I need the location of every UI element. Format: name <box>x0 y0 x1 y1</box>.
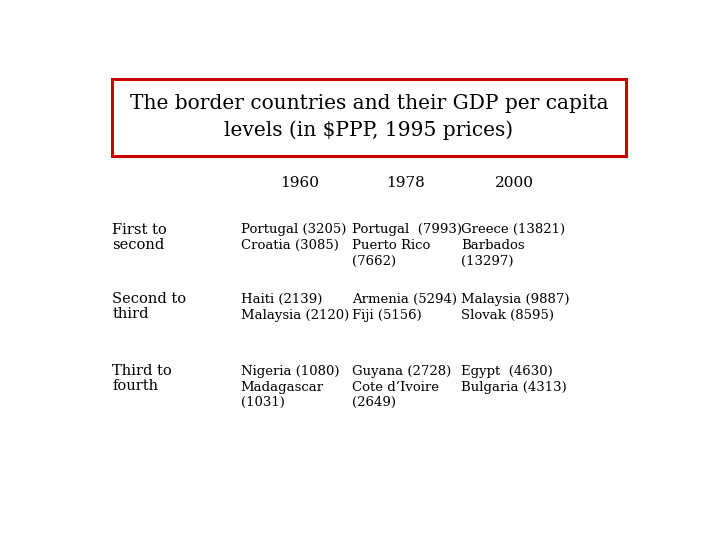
Text: Guyana (2728): Guyana (2728) <box>352 364 451 378</box>
Text: Haiti (2139): Haiti (2139) <box>240 293 322 306</box>
Text: Egypt  (4630): Egypt (4630) <box>461 364 553 378</box>
Text: third: third <box>112 307 149 321</box>
Text: Bulgaria (4313): Bulgaria (4313) <box>461 381 567 394</box>
Text: (2649): (2649) <box>352 396 396 409</box>
Text: 1978: 1978 <box>386 176 425 190</box>
Text: Puerto Rico: Puerto Rico <box>352 239 431 252</box>
FancyBboxPatch shape <box>112 79 626 156</box>
Text: second: second <box>112 238 165 252</box>
Text: 1960: 1960 <box>280 176 319 190</box>
Text: Nigeria (1080): Nigeria (1080) <box>240 364 339 378</box>
Text: fourth: fourth <box>112 379 158 393</box>
Text: Madagascar: Madagascar <box>240 381 324 394</box>
Text: (13297): (13297) <box>461 255 513 268</box>
Text: Croatia (3085): Croatia (3085) <box>240 239 338 252</box>
Text: The border countries and their GDP per capita
levels (in $PPP, 1995 prices): The border countries and their GDP per c… <box>130 93 608 140</box>
Text: First to: First to <box>112 223 167 237</box>
Text: Malaysia (2120): Malaysia (2120) <box>240 309 349 322</box>
Text: 2000: 2000 <box>495 176 534 190</box>
Text: Third to: Third to <box>112 364 172 378</box>
Text: Greece (13821): Greece (13821) <box>461 224 565 237</box>
Text: Second to: Second to <box>112 292 186 306</box>
Text: Cote d’Ivoire: Cote d’Ivoire <box>352 381 439 394</box>
Text: (1031): (1031) <box>240 396 284 409</box>
Text: Portugal  (7993): Portugal (7993) <box>352 224 462 237</box>
Text: Armenia (5294): Armenia (5294) <box>352 293 457 306</box>
Text: Malaysia (9887): Malaysia (9887) <box>461 293 570 306</box>
Text: Portugal (3205): Portugal (3205) <box>240 224 346 237</box>
Text: Fiji (5156): Fiji (5156) <box>352 309 422 322</box>
Text: Barbados: Barbados <box>461 239 525 252</box>
Text: (7662): (7662) <box>352 255 397 268</box>
Text: Slovak (8595): Slovak (8595) <box>461 309 554 322</box>
